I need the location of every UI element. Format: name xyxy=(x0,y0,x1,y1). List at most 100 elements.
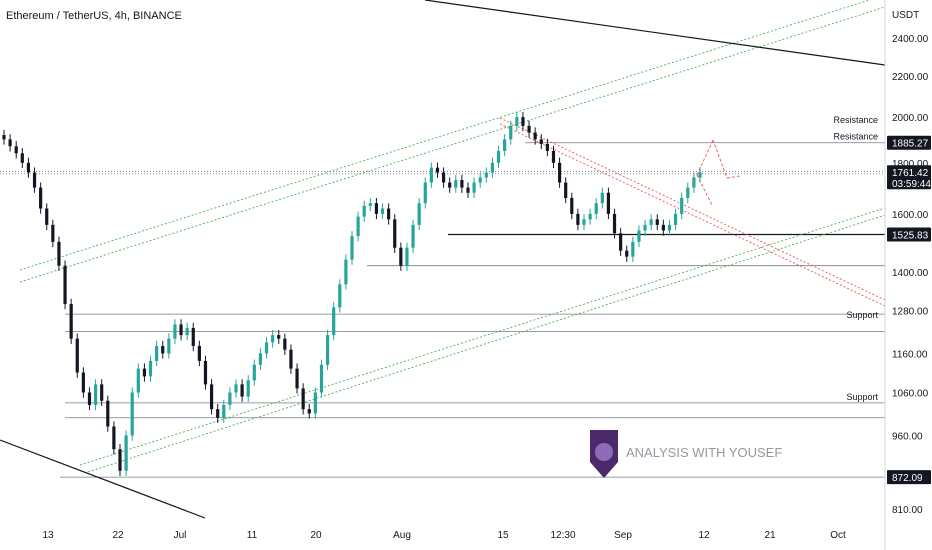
projection-path xyxy=(712,139,728,179)
price-tick-label: 1280.00 xyxy=(892,307,929,318)
price-tick-label: 1400.00 xyxy=(892,268,929,279)
projection-path xyxy=(726,175,741,179)
candle xyxy=(222,404,226,418)
candle xyxy=(362,205,366,217)
price-tag-label: 1885.27 xyxy=(892,139,929,150)
candle xyxy=(643,224,647,231)
candle xyxy=(374,203,379,214)
candle xyxy=(551,150,556,163)
candle xyxy=(673,213,678,225)
candle xyxy=(295,368,299,389)
level-annotation: Support xyxy=(846,310,878,320)
price-tick-label: 2000.00 xyxy=(892,113,929,124)
candle xyxy=(405,247,409,266)
price-tag xyxy=(887,165,931,190)
downtrend-line xyxy=(499,123,886,307)
candle xyxy=(246,380,250,397)
time-axis: 13 22 Jul 11 20 Aug 15 12:30 Sep 12 21 Oct xyxy=(42,530,846,541)
candle xyxy=(380,208,385,214)
price-tick-label: 810.00 xyxy=(892,505,923,516)
candle xyxy=(301,388,305,410)
candle xyxy=(557,162,562,183)
candle xyxy=(448,182,452,188)
candle xyxy=(368,203,372,206)
horizontal-levels xyxy=(0,142,885,478)
candle xyxy=(423,182,427,204)
downtrend-line xyxy=(499,117,886,301)
candle xyxy=(496,150,501,163)
candle xyxy=(429,167,433,183)
candle xyxy=(698,172,702,178)
candle xyxy=(600,192,604,204)
candle xyxy=(350,236,354,260)
candle xyxy=(20,153,24,163)
candle xyxy=(435,167,440,173)
projection-path xyxy=(696,139,714,176)
candle xyxy=(167,338,171,354)
candle xyxy=(57,241,61,266)
candle xyxy=(509,125,513,140)
candle xyxy=(490,162,495,173)
candle xyxy=(216,409,220,418)
candle xyxy=(32,172,37,188)
candle xyxy=(264,342,269,354)
candle xyxy=(185,327,189,336)
candle xyxy=(191,327,195,346)
candle xyxy=(203,360,208,385)
candle xyxy=(612,213,617,234)
chart-title: Ethereum / TetherUS, 4h, BINANCE xyxy=(6,10,182,22)
candle xyxy=(112,426,116,450)
candle xyxy=(313,392,317,414)
price-tick-label: 1600.00 xyxy=(892,210,929,221)
candle xyxy=(69,303,73,339)
candle xyxy=(527,125,531,133)
candle xyxy=(661,224,665,231)
candle xyxy=(283,338,287,350)
candle xyxy=(197,345,201,361)
candle xyxy=(14,146,18,154)
time-tick-label: Jul xyxy=(174,530,187,541)
logo-emblem xyxy=(595,443,613,461)
watermark-text: ANALYSIS WITH YOUSEF xyxy=(626,445,782,460)
time-tick-label: 15 xyxy=(497,530,509,541)
channel-line xyxy=(19,6,886,283)
candle xyxy=(625,250,629,257)
candle xyxy=(87,392,92,405)
channel-line xyxy=(19,0,871,271)
lower-trendline xyxy=(0,439,206,519)
candle xyxy=(307,409,311,414)
candles xyxy=(2,111,702,476)
candle xyxy=(252,364,256,381)
time-tick-label: Sep xyxy=(614,530,632,541)
candle xyxy=(472,182,476,193)
candle xyxy=(45,208,49,225)
price-tag xyxy=(887,470,931,485)
candle xyxy=(631,241,635,257)
candle xyxy=(39,187,43,209)
candle xyxy=(686,187,690,198)
candle xyxy=(106,400,110,427)
candle xyxy=(649,219,653,225)
candle xyxy=(594,203,598,214)
candle xyxy=(667,224,672,231)
candle xyxy=(356,216,360,237)
candle xyxy=(344,259,348,285)
candle xyxy=(319,364,324,393)
candle xyxy=(136,368,140,393)
candle xyxy=(454,180,458,188)
candle xyxy=(619,233,623,251)
candle xyxy=(680,197,684,214)
watermark: ANALYSIS WITH YOUSEF xyxy=(590,430,782,478)
candle xyxy=(387,208,391,220)
candle xyxy=(484,172,488,178)
candle xyxy=(124,435,128,471)
candle xyxy=(539,139,543,144)
candle xyxy=(228,392,232,405)
candle xyxy=(155,345,159,361)
candle xyxy=(417,203,421,225)
candle xyxy=(338,284,342,308)
price-axis-unit: USDT xyxy=(892,10,919,21)
candle xyxy=(515,117,519,126)
candle xyxy=(606,192,611,214)
